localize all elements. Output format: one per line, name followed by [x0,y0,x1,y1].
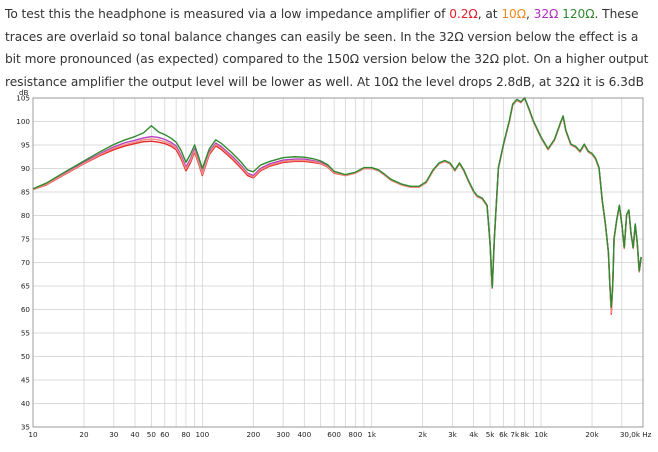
y-tick-label: 60 [21,305,31,314]
x-tick-label: 20 [79,430,89,439]
y-tick-label: 40 [21,399,31,408]
y-tick-label: 50 [21,352,31,361]
level-0-2-ohm: 0.2Ω [449,7,478,21]
x-axis-ticks: 10 20 30 40 50 60 80 100 200 300 400 600 800 1k 2k 3k 4k… [28,430,651,439]
text-intro: To test this the headphone is measured v… [5,7,450,21]
x-tick-label: 30,0k Hz [620,430,652,439]
x-tick-label: 7k [510,430,520,439]
x-tick-label: 800 [348,430,362,439]
text-sep-1: , at [477,7,502,21]
x-tick-label: 600 [327,430,341,439]
x-tick-label: 2k [418,430,428,439]
chart-grid [33,97,643,428]
y-axis-unit-label: dB [19,88,29,97]
x-tick-label: 400 [297,430,311,439]
x-tick-label: 10 [28,430,38,439]
y-tick-label: 55 [21,329,30,338]
x-tick-label: 1k [367,430,377,439]
series-line-3 [32,97,642,308]
x-tick-label: 8k [520,430,530,439]
y-tick-label: 65 [21,282,30,291]
x-tick-label: 30 [109,430,119,439]
chart-series [32,97,642,315]
y-tick-label: 85 [21,188,30,197]
y-tick-label: 105 [16,94,30,103]
text-sep-2: , [525,7,534,21]
x-tick-label: 60 [160,430,170,439]
y-tick-label: 95 [21,141,30,150]
y-axis-ticks: 35 40 45 50 55 60 65 70 75 80 85 90 95 100 105 [16,94,30,432]
x-tick-label: 100 [195,430,209,439]
x-tick-label: 80 [181,430,191,439]
y-tick-label: 75 [21,235,30,244]
y-tick-label: 100 [16,117,30,126]
x-tick-label: 5k [486,430,496,439]
x-tick-label: 6k [499,430,509,439]
level-10-ohm: 10Ω [501,7,526,21]
x-tick-label: 20k [585,430,599,439]
y-tick-label: 80 [21,211,31,220]
x-tick-label: 200 [246,430,260,439]
y-tick-label: 45 [21,376,30,385]
level-120-ohm: 120Ω [562,7,595,21]
x-tick-label: 4k [469,430,479,439]
chart-canvas [0,88,658,452]
level-32-ohm: 32Ω [533,7,559,21]
plot-area-frame [32,97,644,428]
y-tick-label: 90 [21,164,31,173]
x-tick-label: 10k [534,430,548,439]
x-tick-label: 50 [147,430,157,439]
y-tick-label: 70 [21,258,31,267]
x-tick-label: 40 [130,430,140,439]
y-tick-label: 35 [21,423,30,432]
x-tick-label: 3k [448,430,458,439]
x-tick-label: 300 [276,430,290,439]
frequency-response-chart: 35 40 45 50 55 60 65 70 75 80 85 90 95 100 105 10 20 30 4… [0,88,658,452]
